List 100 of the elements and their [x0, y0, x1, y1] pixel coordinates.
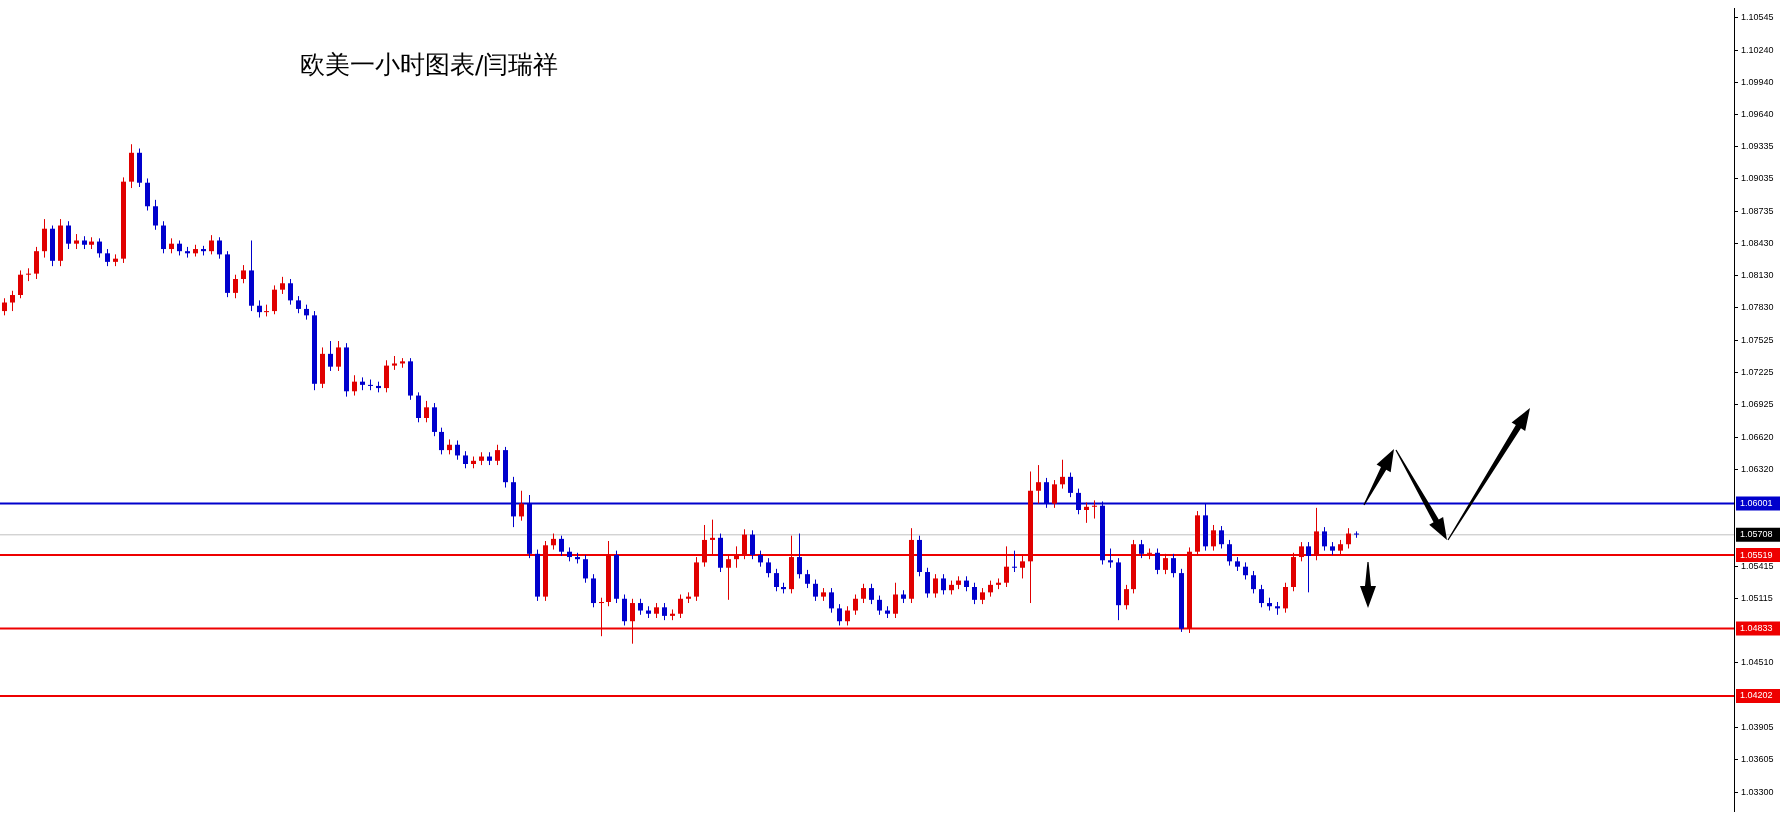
candlestick	[97, 237, 102, 259]
candlestick	[153, 199, 158, 231]
candlestick	[1171, 553, 1176, 578]
candlestick	[630, 598, 635, 645]
candlestick	[710, 519, 715, 556]
candlestick	[893, 582, 898, 619]
candlestick	[328, 340, 333, 372]
candlestick	[66, 220, 71, 250]
y-tick-label: 1.07225	[1741, 367, 1774, 378]
candlestick	[742, 528, 747, 560]
candlestick	[734, 545, 739, 569]
candlestick	[622, 593, 627, 627]
ref-line-label: 1.04833	[1740, 622, 1773, 633]
candlestick	[519, 490, 524, 522]
candlestick	[34, 246, 39, 280]
candlestick	[1163, 553, 1168, 575]
candlestick	[583, 554, 588, 584]
y-tick-label: 1.03605	[1741, 754, 1774, 765]
candlestick	[941, 573, 946, 595]
ref-line-label: 1.05519	[1740, 549, 1773, 560]
y-tick-label: 1.06620	[1741, 431, 1774, 442]
candlestick	[877, 595, 882, 616]
candlestick	[217, 236, 222, 260]
candlestick	[869, 583, 874, 605]
candlestick	[352, 374, 357, 397]
candlestick	[1322, 526, 1327, 552]
candlestick	[26, 267, 31, 282]
y-tick-label: 1.05415	[1741, 560, 1774, 571]
candlestick	[1259, 584, 1264, 608]
candlestick	[424, 400, 429, 423]
candlestick	[861, 583, 866, 604]
candlestick	[1139, 539, 1144, 559]
candlestick	[1036, 464, 1041, 505]
candlestick	[1354, 530, 1359, 539]
candlestick	[233, 274, 238, 299]
candlestick	[750, 529, 755, 560]
candlestick	[384, 359, 389, 393]
candlestick	[774, 568, 779, 592]
y-tick-label: 1.06320	[1741, 463, 1774, 474]
candlestick	[161, 220, 166, 254]
candlestick	[1306, 541, 1311, 593]
y-tick-label: 1.08735	[1741, 205, 1774, 216]
candlestick	[272, 284, 277, 315]
candlestick	[933, 573, 938, 599]
candlestick	[209, 234, 214, 255]
candlestick	[1251, 570, 1256, 594]
y-tick-label: 1.07525	[1741, 334, 1774, 345]
candlestick	[439, 427, 444, 455]
candlestick	[1219, 525, 1224, 549]
candlestick	[1227, 539, 1232, 567]
candlestick	[1060, 459, 1065, 490]
candlestick	[599, 597, 604, 637]
candlestick	[813, 579, 818, 602]
candlestick	[18, 269, 23, 299]
candlestick	[797, 533, 802, 579]
y-tick-label: 1.09940	[1741, 76, 1774, 87]
candlestick	[726, 554, 731, 601]
y-tick-label: 1.03300	[1741, 786, 1774, 797]
candlestick	[1052, 479, 1057, 509]
candlestick	[1068, 472, 1073, 498]
y-tick-label: 1.09335	[1741, 141, 1774, 152]
candlestick	[145, 177, 150, 212]
candlestick	[10, 290, 15, 312]
candlestick	[837, 603, 842, 627]
candlestick	[702, 524, 707, 568]
y-tick-label: 1.05115	[1741, 592, 1773, 603]
candlestick	[805, 569, 810, 589]
y-tick-label: 1.10545	[1741, 11, 1774, 22]
candlestick	[1020, 555, 1025, 579]
candlestick	[1004, 545, 1009, 588]
candlestick	[336, 340, 341, 372]
candlestick	[1092, 499, 1097, 520]
candlestick	[1084, 502, 1089, 524]
candlestick	[559, 535, 564, 557]
candlestick	[766, 557, 771, 578]
y-tick-label: 1.04510	[1741, 657, 1774, 668]
ref-line-label: 1.06001	[1740, 497, 1773, 508]
candlestick	[1155, 548, 1160, 575]
candlestick	[1283, 582, 1288, 614]
y-tick-label: 1.09035	[1741, 173, 1774, 184]
candlestick	[495, 444, 500, 466]
y-tick-label: 1.07830	[1741, 302, 1774, 313]
y-tick-label: 1.10240	[1741, 44, 1774, 55]
candlestick	[925, 567, 930, 599]
candlestick	[829, 587, 834, 614]
ref-line-label: 1.05708	[1740, 529, 1773, 540]
candlestick	[678, 593, 683, 619]
candlestick	[288, 278, 293, 306]
candlestick	[241, 264, 246, 284]
y-tick-label: 1.09640	[1741, 108, 1774, 119]
candlestick	[1211, 524, 1216, 552]
candlestick	[1108, 548, 1113, 569]
candlestick	[972, 582, 977, 605]
candlestick	[853, 593, 858, 616]
candlestick	[455, 439, 460, 461]
candlestick	[416, 391, 421, 423]
candlestick	[42, 218, 47, 259]
y-tick-label: 1.03905	[1741, 722, 1774, 733]
y-tick-label: 1.06925	[1741, 399, 1774, 410]
candlestick	[845, 605, 850, 627]
